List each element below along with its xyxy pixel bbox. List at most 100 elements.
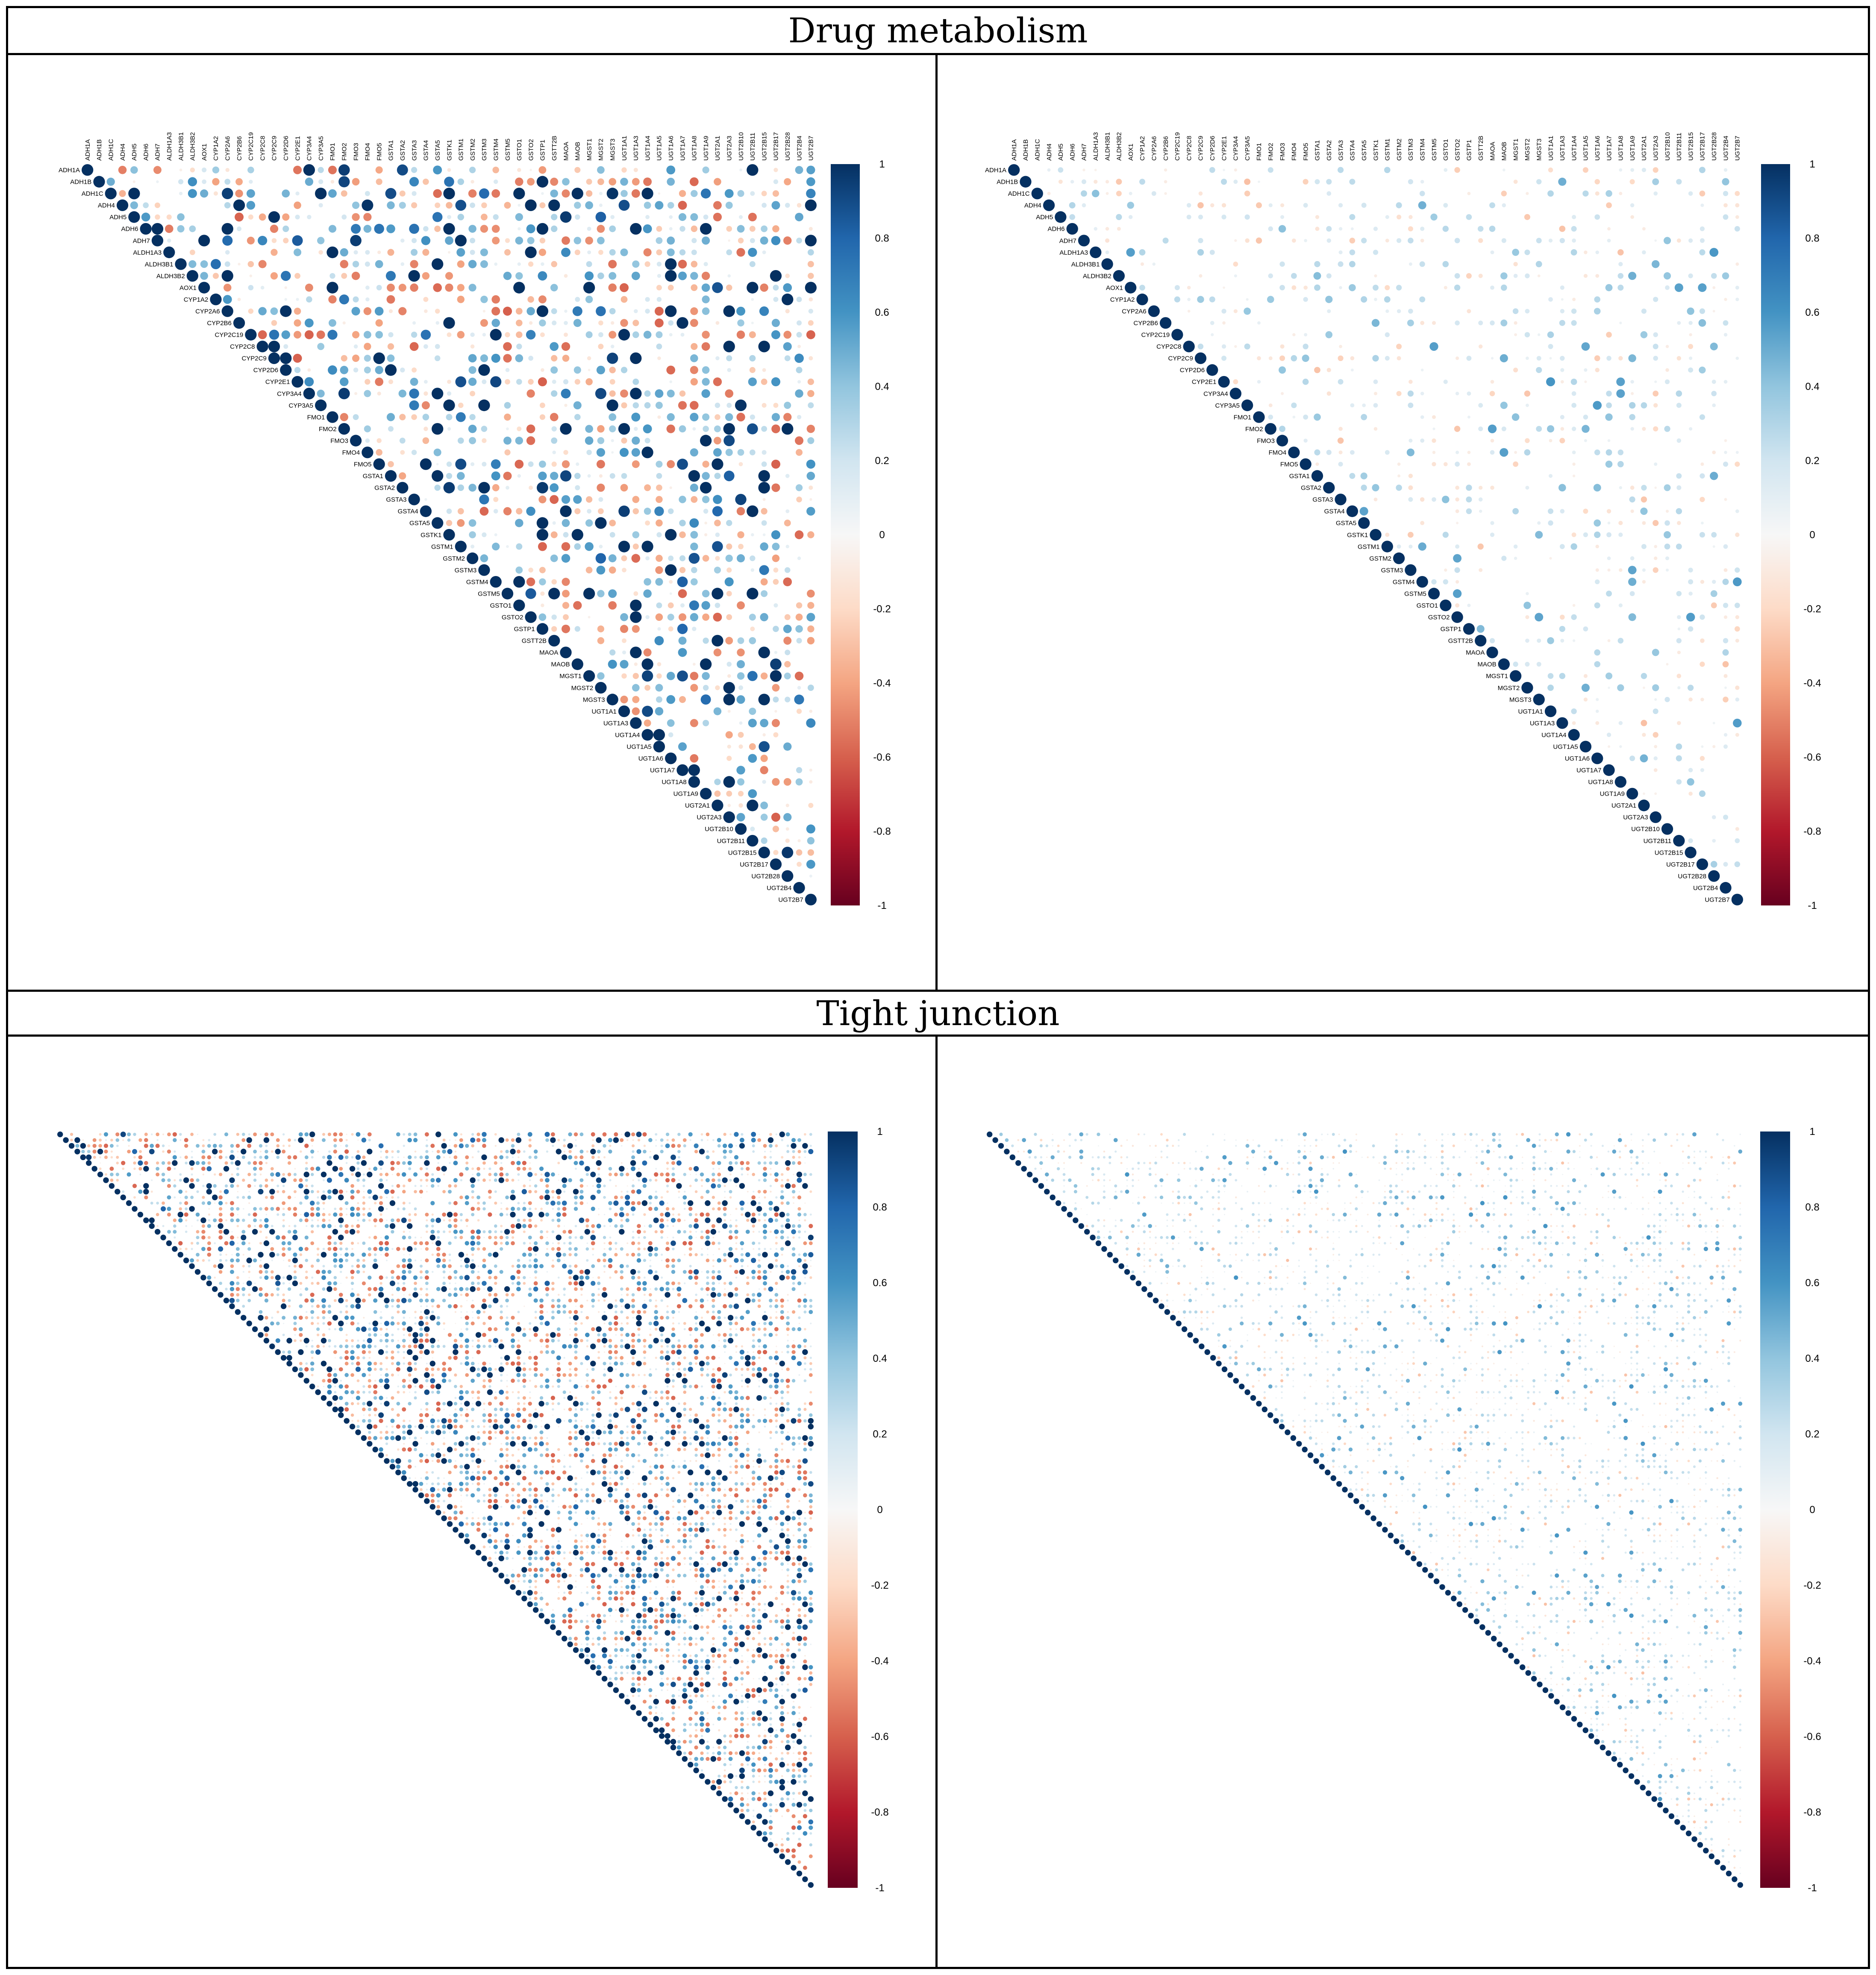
correlation-dot: [190, 1178, 194, 1182]
correlation-dot: [1608, 686, 1610, 689]
correlation-dot: [665, 1281, 670, 1286]
correlation-dot: [586, 450, 592, 455]
correlation-dot: [153, 166, 162, 174]
section-title-drug-metabolism: Drug metabolism: [8, 8, 1868, 55]
correlation-dot: [1443, 379, 1448, 384]
correlation-dot: [637, 1138, 641, 1142]
correlation-dot: [760, 578, 768, 586]
correlation-dot: [552, 1242, 554, 1244]
correlation-dot: [368, 1167, 371, 1170]
correlation-dot: [1432, 451, 1436, 454]
correlation-dot: [505, 1241, 509, 1246]
correlation-dot: [804, 1293, 806, 1296]
correlation-dot: [350, 1315, 355, 1320]
row-label: ADH6: [1047, 226, 1064, 233]
correlation-dot: [1603, 764, 1615, 776]
correlation-dot: [229, 1298, 235, 1303]
correlation-dot: [537, 482, 548, 494]
correlation-dot: [522, 1333, 526, 1337]
correlation-dot: [693, 1166, 699, 1172]
correlation-dot: [1314, 367, 1320, 373]
correlation-dot: [713, 437, 721, 445]
correlation-dot: [1700, 462, 1704, 466]
correlation-dot: [809, 1213, 812, 1216]
correlation-dot: [493, 1338, 498, 1343]
correlation-dot: [1442, 226, 1449, 232]
correlation-dot: [791, 1275, 796, 1280]
correlation-dot: [116, 199, 129, 212]
correlation-dot: [408, 1333, 412, 1337]
row-label: ALDH3B2: [1083, 273, 1111, 280]
correlation-dot: [304, 377, 314, 387]
correlation-dot: [1560, 309, 1565, 314]
correlation-dot: [1418, 201, 1426, 209]
colorbar-tick-label: -0.4: [873, 678, 891, 689]
correlation-dot: [402, 1287, 406, 1291]
correlation-dot: [245, 329, 257, 341]
correlation-dot: [1174, 285, 1180, 291]
correlation-dot: [626, 1139, 629, 1141]
correlation-dots: [57, 1132, 814, 1888]
correlation-dot: [258, 260, 267, 268]
correlation-dot: [156, 1139, 159, 1141]
correlation-dot: [248, 1288, 250, 1290]
correlation-dot: [1456, 450, 1459, 454]
correlation-dot: [785, 509, 790, 513]
correlation-dot: [786, 1150, 790, 1153]
correlation-dot: [1314, 449, 1320, 456]
correlation-dot: [488, 1212, 492, 1217]
correlation-dot: [423, 226, 429, 232]
correlation-dot: [515, 308, 523, 315]
correlation-dot: [718, 1248, 720, 1250]
correlation-dot: [706, 1287, 710, 1291]
correlation-dot: [672, 1317, 674, 1319]
correlation-dot: [620, 1270, 623, 1274]
correlation-dot: [665, 1292, 670, 1298]
correlation-dot: [333, 1276, 337, 1279]
correlation-dot: [1525, 661, 1530, 667]
correlation-dot: [1082, 168, 1085, 172]
correlation-dot: [641, 658, 653, 670]
correlation-dot: [775, 1299, 778, 1302]
correlation-dot: [603, 1252, 606, 1257]
correlation-dot: [481, 426, 488, 432]
correlation-dot: [618, 423, 630, 435]
correlation-dot: [718, 1282, 720, 1284]
correlation-dot: [694, 1275, 699, 1280]
correlation-dot: [723, 305, 735, 317]
correlation-dot: [598, 1214, 600, 1216]
correlation-dot: [598, 250, 603, 255]
correlation-dot: [385, 470, 397, 482]
correlation-dot: [747, 799, 759, 811]
correlation-dot: [532, 1326, 539, 1332]
correlation-dot: [57, 1132, 63, 1137]
correlation-dot: [165, 224, 173, 233]
correlation-dot: [287, 1287, 291, 1291]
correlation-dot: [365, 285, 370, 290]
correlation-dot: [191, 1150, 193, 1152]
correlation-dot: [317, 1253, 320, 1256]
correlation-dot: [793, 1340, 794, 1341]
correlation-dot: [150, 1143, 154, 1148]
correlation-dot: [411, 249, 418, 256]
correlation-dot: [792, 1155, 795, 1159]
correlation-dot: [694, 1179, 698, 1182]
correlation-dot: [515, 236, 523, 245]
correlation-dot: [1256, 237, 1262, 244]
correlation-dot: [1302, 379, 1309, 385]
row-label: GSTA2: [1301, 485, 1321, 492]
correlation-dot: [598, 497, 603, 502]
correlation-dot: [642, 1132, 647, 1137]
correlation-dot: [1685, 846, 1697, 858]
correlation-dot: [242, 1179, 245, 1182]
correlation-dot: [115, 1173, 119, 1176]
correlation-dot: [196, 1259, 199, 1262]
correlation-dot: [667, 236, 675, 245]
correlation-dot: [806, 165, 815, 174]
correlation-dot: [713, 648, 722, 657]
correlation-dot: [322, 1138, 326, 1142]
correlation-dot: [723, 423, 735, 435]
correlation-dot: [1594, 602, 1600, 608]
correlation-dot: [1571, 403, 1576, 408]
correlation-dot: [1397, 309, 1401, 314]
